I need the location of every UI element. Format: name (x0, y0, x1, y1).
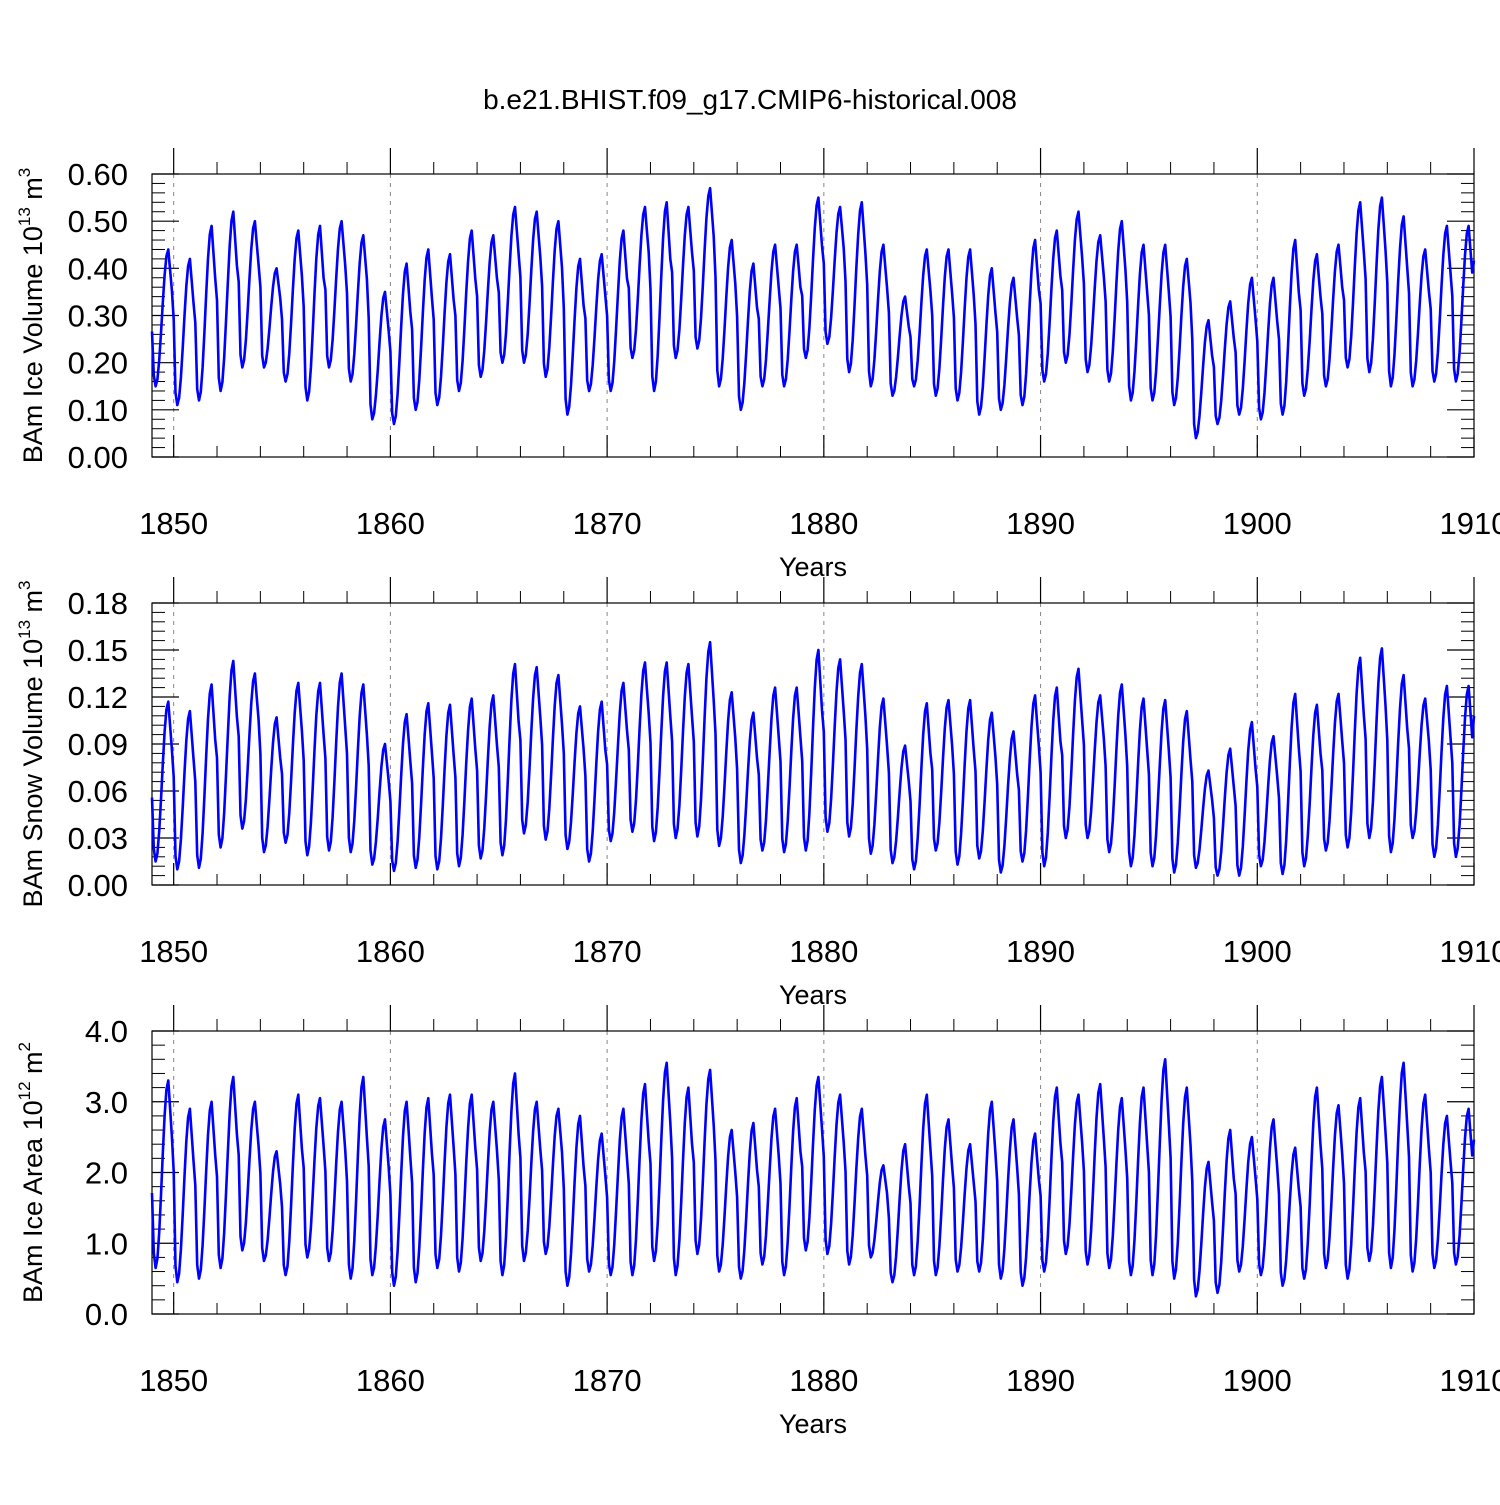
xtick-label: 1870 (573, 506, 642, 541)
xtick-label: 1890 (1006, 934, 1075, 969)
ytick-label: 0.30 (68, 299, 128, 334)
xtick-label: 1890 (1006, 1363, 1075, 1398)
x-axis-label: Years (779, 980, 847, 1010)
y-axis-label: BAm Ice Volume 1013 m3 (15, 168, 48, 464)
xtick-label: 1860 (356, 1363, 425, 1398)
x-axis-label: Years (779, 552, 847, 582)
series-line-3 (150, 1058, 1476, 1298)
ytick-label: 0.09 (68, 727, 128, 762)
y-axis-label: BAm Ice Area 1012 m2 (15, 1042, 48, 1303)
ytick-label: 0.10 (68, 393, 128, 428)
xtick-label: 1910 (1440, 1363, 1500, 1398)
ytick-label: 0.50 (68, 204, 128, 239)
ytick-label: 3.0 (85, 1085, 128, 1120)
x-axis-label: Years (779, 1409, 847, 1439)
xtick-label: 1870 (573, 1363, 642, 1398)
ytick-label: 1.0 (85, 1226, 128, 1261)
series-line-2 (150, 640, 1476, 877)
xtick-label: 1910 (1440, 934, 1500, 969)
ytick-label: 0.00 (68, 868, 128, 903)
ytick-label: 2.0 (85, 1156, 128, 1191)
ytick-label: 0.15 (68, 633, 128, 668)
xtick-label: 1880 (789, 506, 858, 541)
xtick-label: 1910 (1440, 506, 1500, 541)
xtick-label: 1900 (1223, 934, 1292, 969)
ytick-label: 0.06 (68, 774, 128, 809)
xtick-label: 1900 (1223, 506, 1292, 541)
ytick-label: 0.20 (68, 346, 128, 381)
xtick-label: 1870 (573, 934, 642, 969)
ytick-label: 0.40 (68, 251, 128, 286)
xtick-label: 1850 (139, 506, 208, 541)
ytick-label: 4.0 (85, 1014, 128, 1049)
y-axis-label: BAm Snow Volume 1013 m3 (15, 580, 48, 907)
xtick-label: 1860 (356, 506, 425, 541)
figure-title: b.e21.BHIST.f09_g17.CMIP6-historical.008 (483, 84, 1017, 115)
series-line-1 (150, 186, 1476, 440)
ytick-label: 0.12 (68, 680, 128, 715)
ytick-label: 0.18 (68, 586, 128, 621)
xtick-label: 1850 (139, 1363, 208, 1398)
ytick-label: 0.03 (68, 821, 128, 856)
ytick-label: 0.0 (85, 1297, 128, 1332)
xtick-label: 1880 (789, 1363, 858, 1398)
xtick-label: 1850 (139, 934, 208, 969)
ytick-label: 0.60 (68, 157, 128, 192)
xtick-label: 1860 (356, 934, 425, 969)
ytick-label: 0.00 (68, 440, 128, 475)
xtick-label: 1890 (1006, 506, 1075, 541)
xtick-label: 1880 (789, 934, 858, 969)
xtick-label: 1900 (1223, 1363, 1292, 1398)
